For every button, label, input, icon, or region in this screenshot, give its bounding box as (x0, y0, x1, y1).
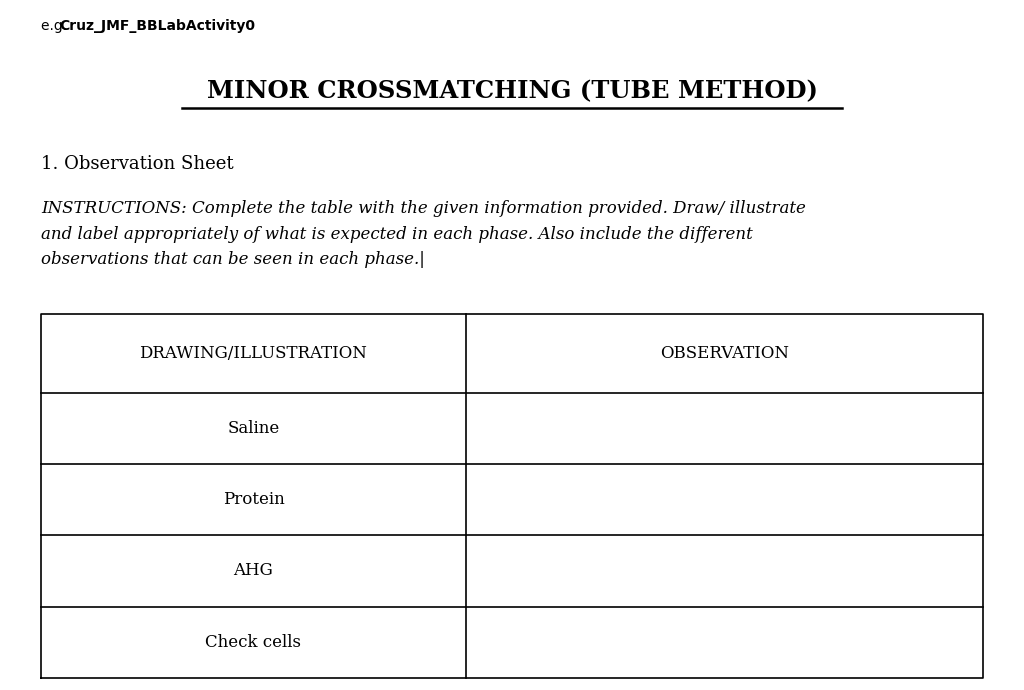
Text: DRAWING/ILLUSTRATION: DRAWING/ILLUSTRATION (139, 345, 368, 362)
Text: AHG: AHG (233, 562, 273, 580)
Text: Check cells: Check cells (206, 633, 301, 651)
Text: INSTRUCTIONS: Complete the table with the given information provided. Draw/ illu: INSTRUCTIONS: Complete the table with th… (41, 200, 806, 268)
Text: Cruz_JMF_BBLabActivity0: Cruz_JMF_BBLabActivity0 (59, 19, 255, 33)
Text: e.g.: e.g. (41, 19, 72, 33)
Text: 1. Observation Sheet: 1. Observation Sheet (41, 155, 233, 173)
Text: OBSERVATION: OBSERVATION (660, 345, 788, 362)
Text: MINOR CROSSMATCHING (TUBE METHOD): MINOR CROSSMATCHING (TUBE METHOD) (207, 79, 817, 103)
Text: Saline: Saline (227, 420, 280, 437)
Text: Protein: Protein (222, 491, 285, 509)
